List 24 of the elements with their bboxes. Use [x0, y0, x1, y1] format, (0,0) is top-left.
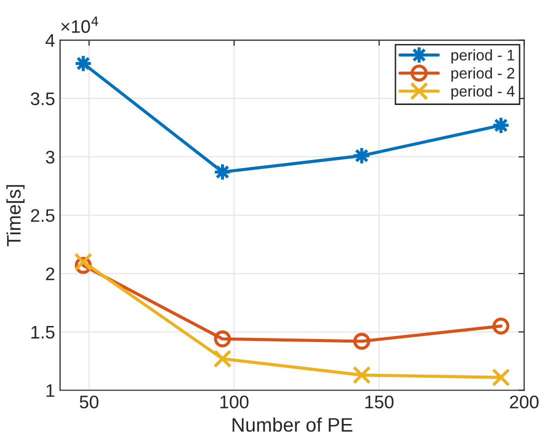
legend-label: period - 4: [451, 85, 515, 100]
y-tick-label: 2: [46, 267, 54, 280]
y-tick-label: 2.5: [31, 209, 54, 222]
legend-label: period - 2: [451, 67, 514, 82]
y-tick-label: 1: [46, 384, 54, 397]
y-tick-label: 3.5: [30, 92, 54, 106]
point: [492, 368, 510, 387]
x-tick-label: 200: [510, 396, 539, 408]
text: ×10$^{4}$: [61, 16, 98, 33]
x-axis-title: Number of PE: [232, 418, 352, 432]
point: [74, 252, 92, 272]
y-tick-label: 1.5: [31, 326, 54, 339]
y-tick-label: 4: [46, 34, 55, 47]
point: [492, 318, 510, 335]
x-tick-label: 50: [80, 396, 98, 408]
point: [352, 366, 371, 384]
x-tick-label: 150: [365, 396, 394, 408]
y-axis-title: Time[s]: [6, 185, 25, 246]
y-tick-label: 3: [46, 150, 54, 164]
point: [353, 332, 370, 350]
x-tick-label: 100: [220, 396, 248, 408]
point: [213, 350, 232, 368]
point: [214, 330, 231, 348]
legend-label: period - 1: [451, 49, 514, 64]
